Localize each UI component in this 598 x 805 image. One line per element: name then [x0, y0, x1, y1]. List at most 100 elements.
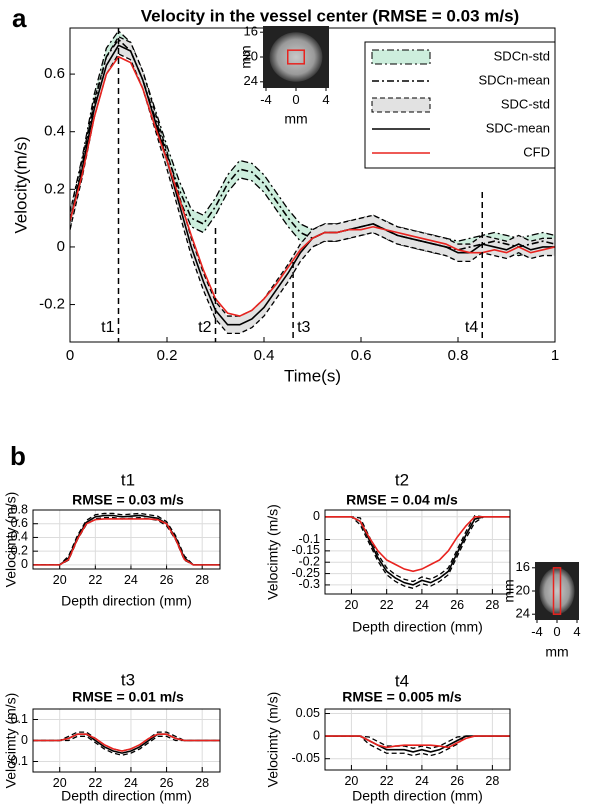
- x-tick-label: 28: [195, 776, 209, 790]
- y-tick-label: 0: [313, 509, 320, 523]
- x-tick-label: -4: [260, 92, 272, 107]
- data-line: [33, 733, 220, 752]
- y-axis-label: Velocimty (m/s): [3, 693, 19, 789]
- std-edge: [33, 512, 220, 566]
- legend-label: SDC-mean: [486, 120, 550, 135]
- y-tick-label: 0.05: [296, 706, 320, 720]
- y-tick-label: 0: [21, 557, 28, 571]
- y-tick-label: 0.6: [44, 65, 65, 82]
- y-tick-label: 16: [516, 559, 530, 574]
- chart-title: t3: [121, 670, 135, 689]
- std-edge: [325, 735, 510, 749]
- y-tick-label: 16: [244, 24, 258, 39]
- x-tick-label: 26: [160, 776, 174, 790]
- y-axis-label: Velocimty (m/s): [265, 504, 281, 600]
- x-tick-label: 24: [124, 776, 138, 790]
- chart-title: Velocity in the vessel center (RMSE = 0.…: [141, 6, 519, 25]
- x-tick-label: 26: [160, 573, 174, 587]
- y-tick-label: -0.1: [298, 532, 320, 546]
- x-axis-label: Time(s): [284, 366, 341, 385]
- y-tick-label: 0.8: [11, 502, 28, 516]
- roi-box: [287, 49, 305, 65]
- y-tick-label: 0: [57, 238, 65, 255]
- std-band: [325, 516, 510, 589]
- x-axis-label: Depth direction (mm): [352, 619, 483, 635]
- x-tick-label: 20: [344, 598, 358, 612]
- y-tick-label: -0.2: [39, 296, 65, 313]
- axes-frame: [32, 708, 221, 773]
- plot-area: [325, 514, 510, 590]
- plot-area: [70, 29, 555, 335]
- data-line: [325, 516, 510, 573]
- chart-subtitle: RMSE = 0.01 m/s: [72, 689, 184, 705]
- vessel-lumen: [539, 567, 575, 615]
- y-axis-label: Velocimty (m/s): [265, 692, 281, 788]
- x-tick-label: 20: [53, 776, 67, 790]
- y-tick-label: -0.2: [298, 555, 320, 569]
- y-tick-label: 24: [244, 73, 258, 88]
- time-marker-label: t4: [465, 319, 478, 336]
- x-tick-label: 1: [551, 347, 559, 364]
- y-axis-label: mm: [501, 579, 517, 602]
- x-axis-label: mm: [545, 644, 568, 660]
- x-tick-label: 0: [553, 624, 560, 639]
- chart-title: t1: [121, 470, 135, 489]
- time-marker-label: t1: [101, 319, 114, 336]
- x-tick-label: 22: [380, 598, 394, 612]
- x-tick-label: 28: [195, 573, 209, 587]
- y-tick-label: 0.4: [11, 530, 28, 544]
- x-tick-label: 26: [450, 774, 464, 788]
- x-tick-label: 0.8: [448, 347, 469, 364]
- std-edge: [70, 29, 555, 242]
- std-edge: [33, 516, 220, 566]
- y-tick-label: -0.05: [292, 751, 321, 765]
- std-edge: [325, 514, 510, 583]
- x-tick-label: 28: [485, 774, 499, 788]
- chart-title: t4: [395, 671, 409, 690]
- vessel-lumen: [269, 32, 323, 82]
- legend-swatch: [371, 49, 431, 65]
- chart-subtitle: RMSE = 0.005 m/s: [342, 689, 462, 705]
- legend-label: SDC-std: [501, 96, 550, 111]
- y-tick-label: 0: [313, 728, 320, 742]
- data-line: [33, 518, 220, 566]
- y-tick-label: 0.2: [11, 543, 28, 557]
- axes-frame: [324, 509, 511, 595]
- std-edge: [70, 35, 555, 317]
- x-tick-label: 0.6: [351, 347, 372, 364]
- y-tick-label: -0.1: [6, 754, 28, 768]
- x-tick-label: 4: [322, 92, 329, 107]
- plot-area: [33, 512, 220, 566]
- y-tick-label: -0.25: [292, 566, 321, 580]
- x-tick-label: 4: [573, 624, 580, 639]
- x-axis-label: mm: [284, 111, 307, 127]
- x-tick-label: 0: [292, 92, 299, 107]
- x-tick-label: 0.4: [254, 347, 275, 364]
- y-tick-label: -0.15: [292, 543, 321, 557]
- y-tick-label: 0: [21, 733, 28, 747]
- x-tick-label: 0.2: [157, 347, 178, 364]
- panel-label: b: [10, 441, 26, 471]
- legend-swatch: [371, 97, 431, 113]
- x-tick-label: 24: [415, 598, 429, 612]
- axes-frame: [32, 509, 221, 570]
- y-tick-label: 0.4: [44, 123, 65, 140]
- x-tick-label: 20: [53, 573, 67, 587]
- x-axis-label: Depth direction (mm): [61, 788, 192, 804]
- y-tick-label: 0.1: [11, 712, 28, 726]
- data-line: [325, 735, 510, 753]
- x-tick-label: 22: [88, 573, 102, 587]
- x-tick-label: 22: [88, 776, 102, 790]
- x-tick-label: -4: [531, 624, 543, 639]
- x-tick-label: 24: [415, 774, 429, 788]
- legend-label: CFD: [523, 144, 550, 159]
- chart-title: t2: [395, 470, 409, 489]
- x-tick-label: 0: [66, 347, 74, 364]
- y-tick-label: -0.3: [298, 577, 320, 591]
- y-tick-label: 24: [516, 606, 530, 621]
- plot-area: [33, 731, 220, 756]
- chart-subtitle: RMSE = 0.04 m/s: [346, 492, 458, 508]
- y-axis-label: Velocity(m/s): [11, 136, 30, 233]
- y-axis-label: Velocimty (m/s): [3, 492, 19, 588]
